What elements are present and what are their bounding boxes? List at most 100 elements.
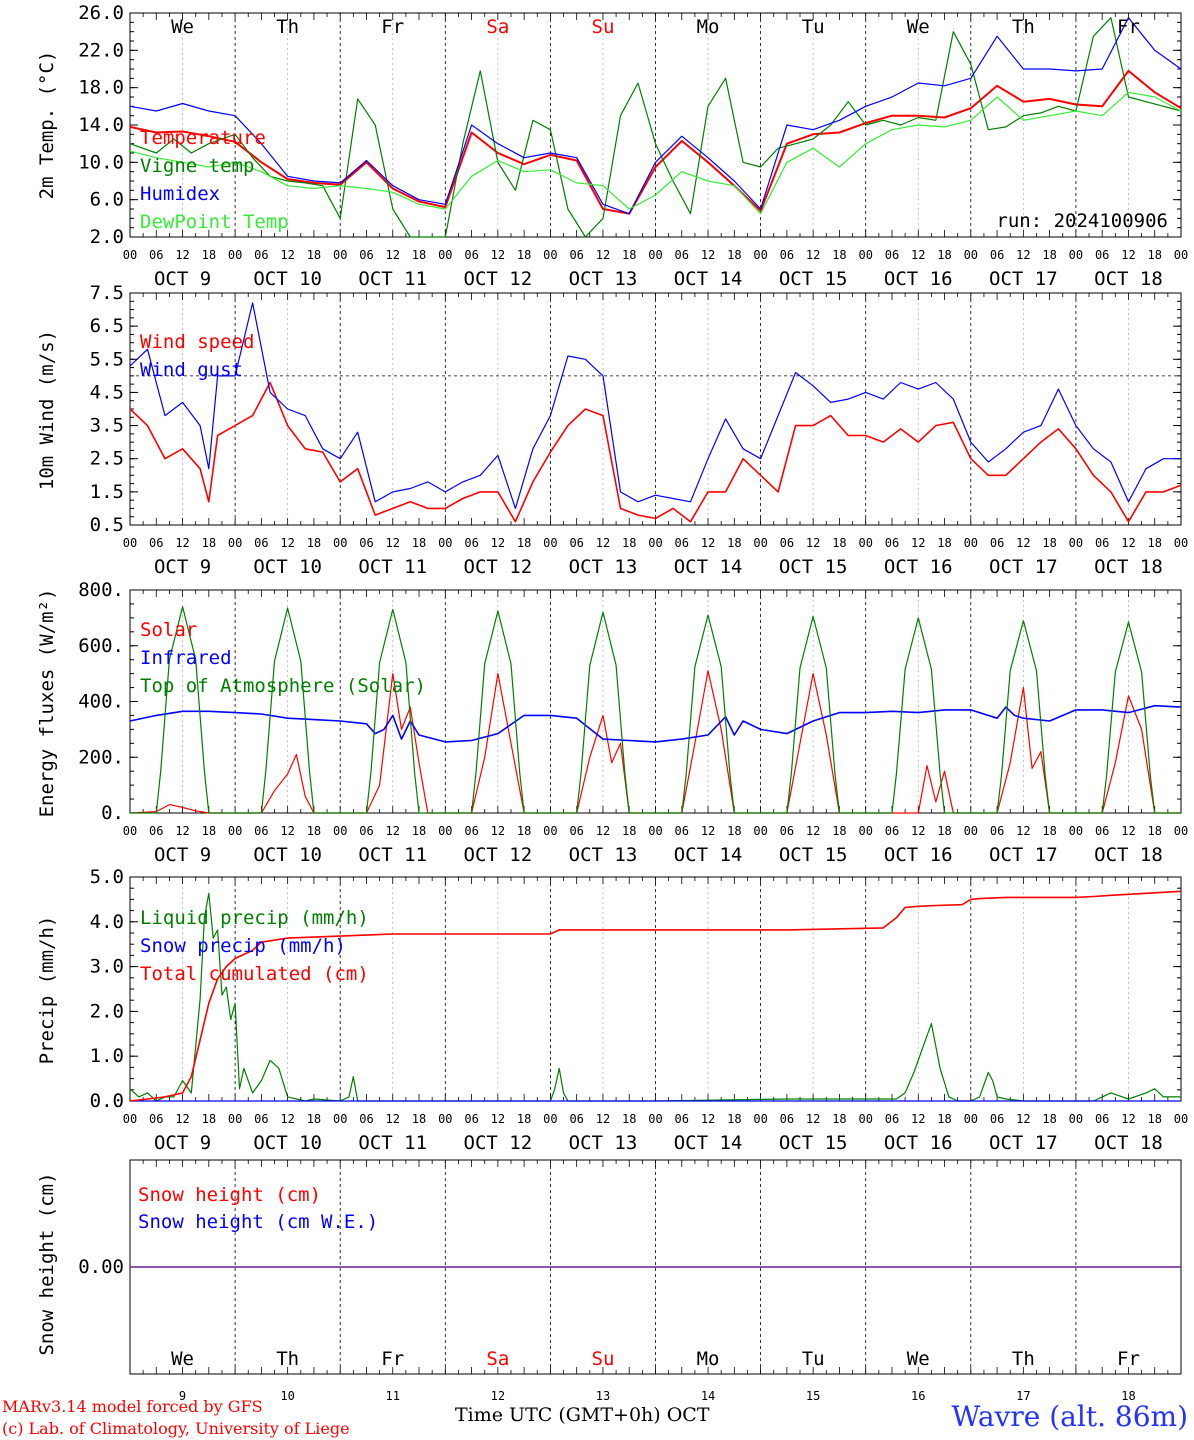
date-label: OCT 12 — [464, 1132, 533, 1154]
day-number: 16 — [911, 1389, 925, 1403]
hour-tick-label: 18 — [1147, 1112, 1161, 1126]
weekday-label: We — [907, 1348, 930, 1370]
weekday-label: Sa — [486, 1348, 509, 1370]
date-label: OCT 10 — [253, 556, 322, 578]
hour-tick-label: 00 — [228, 824, 242, 838]
hour-tick-label: 00 — [648, 824, 662, 838]
series-vigne-temp — [129, 17, 1182, 238]
y-axis-label: Precip (mm/h) — [36, 916, 58, 1065]
series-total-cumulated-cm — [129, 890, 1182, 1102]
hour-tick-label: 12 — [386, 248, 400, 262]
hour-tick-label: 00 — [648, 1112, 662, 1126]
date-label: OCT 15 — [779, 844, 848, 866]
hour-tick-label: 12 — [175, 824, 189, 838]
hour-tick-label: 06 — [990, 248, 1004, 262]
day-number: 18 — [1121, 1389, 1135, 1403]
hour-tick-label: 00 — [333, 824, 347, 838]
hour-tick-label: 12 — [596, 248, 610, 262]
y-axis-label: 2m Temp. (°C) — [36, 51, 58, 200]
panel-2: 0.5 1.5 2.5 3.5 4.5 5.5 6.5 7.5 10m Wind (m/s) Wi… — [36, 282, 1188, 578]
y-axis-label: Energy fluxes (W/m²) — [36, 589, 58, 818]
hour-tick-label: 00 — [753, 1112, 767, 1126]
hour-tick-label: 12 — [491, 824, 505, 838]
date-label: OCT 10 — [253, 1132, 322, 1154]
legend-entry: Humidex — [140, 183, 220, 205]
hour-tick-label: 00 — [123, 248, 137, 262]
hour-tick-label: 18 — [307, 824, 321, 838]
hour-tick-label: 00 — [438, 248, 452, 262]
hour-tick-label: 00 — [1069, 536, 1083, 550]
hour-tick-label: 12 — [175, 536, 189, 550]
weekday-label: Fr — [1117, 1348, 1140, 1370]
hour-tick-label: 00 — [753, 536, 767, 550]
hour-tick-label: 18 — [937, 248, 951, 262]
hour-tick-label: 12 — [280, 824, 294, 838]
hour-tick-label: 18 — [517, 1112, 531, 1126]
hour-tick-label: 06 — [1095, 1112, 1109, 1126]
hour-tick-label: 00 — [333, 536, 347, 550]
hour-tick-label: 12 — [1121, 1112, 1135, 1126]
date-label: OCT 11 — [358, 1132, 427, 1154]
date-label: OCT 18 — [1094, 1132, 1163, 1154]
hour-tick-label: 18 — [1147, 536, 1161, 550]
date-label: OCT 15 — [779, 1132, 848, 1154]
hour-tick-label: 12 — [1121, 824, 1135, 838]
hour-tick-label: 06 — [569, 1112, 583, 1126]
weekday-label: Mo — [697, 16, 720, 38]
date-label: OCT 14 — [674, 1132, 743, 1154]
date-label: OCT 11 — [358, 556, 427, 578]
date-label: OCT 15 — [779, 556, 848, 578]
hour-tick-label: 12 — [280, 1112, 294, 1126]
y-tick-label: 26.0 — [78, 2, 124, 24]
hour-tick-label: 12 — [596, 824, 610, 838]
hour-tick-label: 18 — [622, 824, 636, 838]
date-label: OCT 17 — [989, 556, 1058, 578]
y-tick-label: 200. — [78, 746, 124, 768]
series-dewpoint-temp — [129, 91, 1182, 215]
weekday-label: Fr — [1117, 16, 1140, 38]
date-label: OCT 17 — [989, 268, 1058, 290]
y-tick-label: 14.0 — [78, 114, 124, 136]
hour-tick-label: 00 — [333, 248, 347, 262]
date-label: OCT 14 — [674, 844, 743, 866]
date-label: OCT 9 — [154, 844, 211, 866]
date-label: OCT 13 — [569, 844, 638, 866]
hour-tick-label: 12 — [806, 824, 820, 838]
hour-tick-label: 00 — [964, 536, 978, 550]
hour-tick-label: 00 — [1174, 1112, 1188, 1126]
y-tick-label: 1.0 — [90, 1045, 124, 1067]
hour-tick-label: 18 — [412, 536, 426, 550]
hour-tick-label: 12 — [1121, 536, 1135, 550]
hour-tick-label: 00 — [858, 824, 872, 838]
time-axis-label: Time UTC (GMT+0h) OCT — [455, 1404, 710, 1426]
hour-tick-label: 00 — [1174, 824, 1188, 838]
hour-tick-label: 18 — [412, 824, 426, 838]
hour-tick-label: 12 — [806, 1112, 820, 1126]
legend-entry: Solar — [140, 619, 197, 641]
hour-tick-label: 00 — [438, 536, 452, 550]
legend-entry: Wind gust — [140, 359, 243, 381]
legend-entry: Top of Atmosphere (Solar) — [140, 675, 426, 697]
hour-tick-label: 00 — [333, 1112, 347, 1126]
date-label: OCT 13 — [569, 268, 638, 290]
weekday-label: Th — [1012, 16, 1035, 38]
y-tick-label: 10.0 — [78, 151, 124, 173]
hour-tick-label: 00 — [543, 536, 557, 550]
hour-tick-label: 06 — [780, 824, 794, 838]
weekday-label: Mo — [697, 1348, 720, 1370]
hour-tick-label: 06 — [149, 536, 163, 550]
hour-tick-label: 06 — [359, 824, 373, 838]
hour-tick-label: 12 — [175, 1112, 189, 1126]
hour-tick-label: 12 — [596, 1112, 610, 1126]
hour-tick-label: 00 — [438, 1112, 452, 1126]
hour-tick-label: 00 — [123, 824, 137, 838]
hour-tick-label: 12 — [491, 248, 505, 262]
hour-tick-label: 00 — [123, 1112, 137, 1126]
series-wind-gust — [129, 302, 1181, 509]
hour-tick-label: 00 — [228, 248, 242, 262]
hour-tick-label: 12 — [386, 536, 400, 550]
hour-tick-label: 18 — [412, 1112, 426, 1126]
hour-tick-label: 00 — [543, 824, 557, 838]
y-tick-label: 0.0 — [90, 1090, 124, 1112]
